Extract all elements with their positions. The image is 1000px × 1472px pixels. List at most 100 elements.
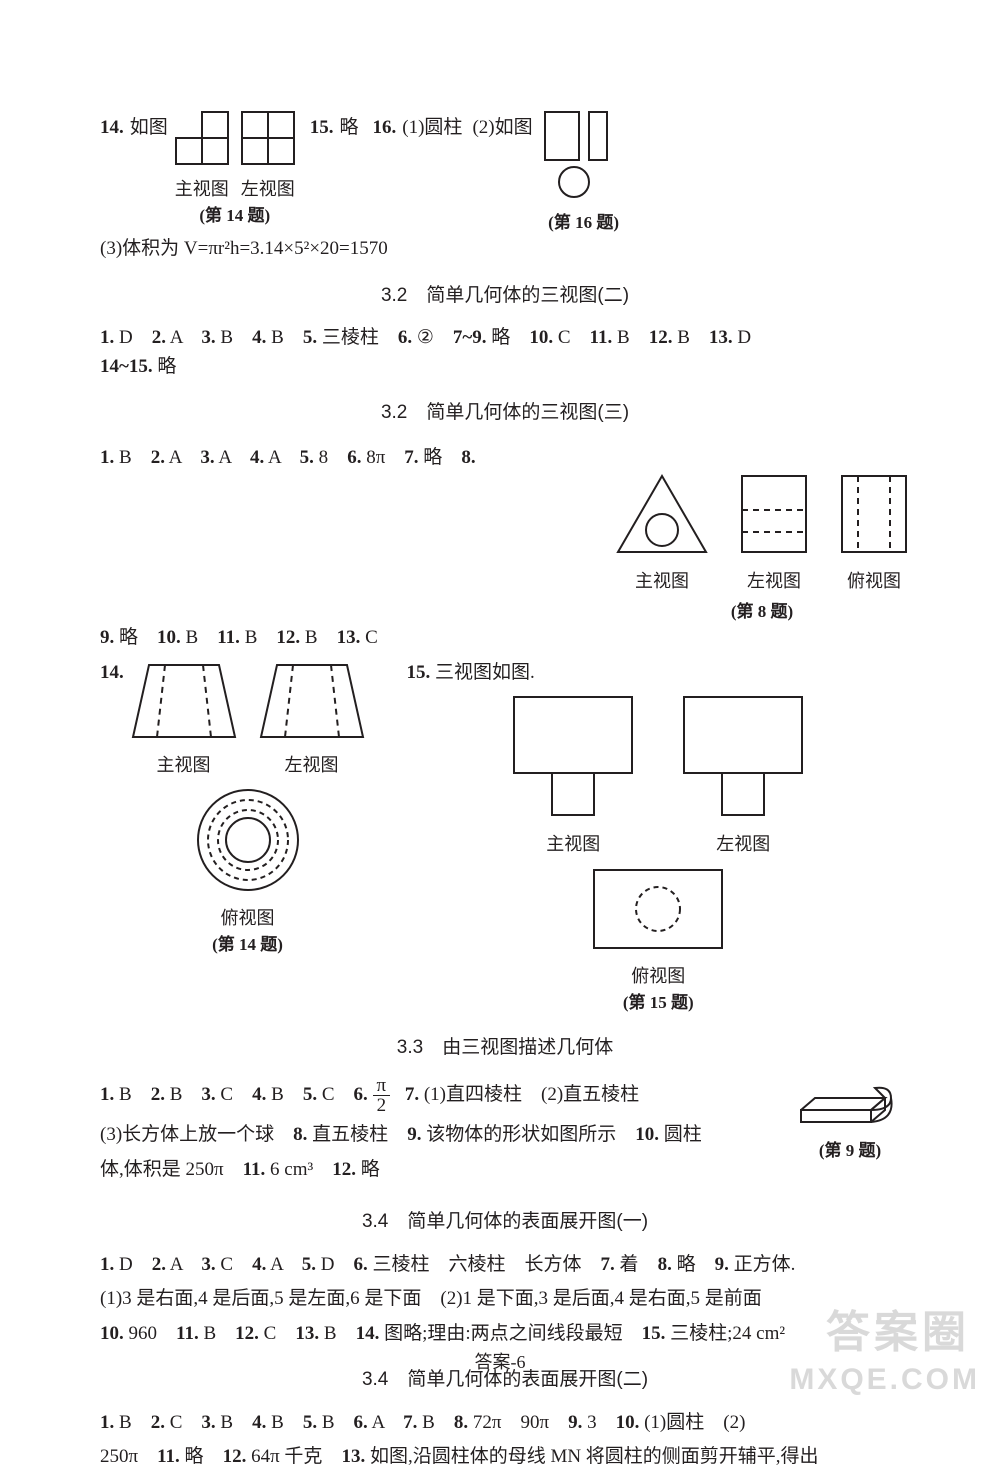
ans-v: D — [737, 327, 751, 348]
ans-n: 13. — [709, 327, 733, 348]
ans-v: A — [169, 447, 182, 468]
ans-v: B — [322, 1412, 335, 1433]
ans-n: 9. — [407, 1124, 421, 1145]
ans-v: 6 cm³ — [270, 1159, 313, 1180]
q14-caption: (第 14 题) — [174, 203, 296, 229]
q16-views-icon — [539, 110, 629, 200]
ans-v: ② — [417, 327, 434, 348]
ans-v: A — [268, 447, 281, 468]
ans-v: 略 — [361, 1159, 380, 1180]
ans-n: 7~9. — [453, 327, 487, 348]
q14-zuo-icon — [240, 110, 296, 166]
row-14-16: 14. 如图 主视图 — [100, 110, 910, 235]
volume-line: (3)体积为 V=πr²h=3.14×5²×20=1570 — [100, 235, 910, 264]
ans-n: 6. — [354, 1254, 368, 1275]
ans-n: 4. — [252, 1412, 266, 1433]
ans-v: C — [558, 327, 571, 348]
ans-n: 5. — [303, 327, 317, 348]
sec32-3-row1: 1. B 2. A 3. A 4. A 5. 8 6. 8π 7. 略 8. — [100, 442, 910, 473]
ans-v: 3 — [587, 1412, 597, 1433]
sec34-1-row: 1. D 2. A 3. C 4. A 5. D 6. 三棱柱 六棱柱 长方体 … — [100, 1251, 910, 1280]
q14b-fu-label: 俯视图 — [129, 905, 367, 932]
q8-caption: (第 8 题) — [614, 599, 910, 625]
ans-v: C — [365, 627, 378, 648]
q8-zhu-icon — [614, 472, 710, 558]
ans-v: A — [371, 1412, 384, 1433]
q8-figure: 主视图 左视图 — [614, 472, 910, 624]
ans-v: B — [170, 1084, 183, 1105]
q8-figure-wrap: 主视图 左视图 — [100, 472, 910, 624]
q9-figure: (第 9 题) — [790, 1076, 910, 1163]
q15-num2: 15. — [407, 662, 431, 683]
ans-n: 9. — [568, 1412, 582, 1433]
ans-v: B — [422, 1412, 435, 1433]
sec34-2-line2: 250π 11. 略 12. 64π 千克 13. 如图,沿圆柱体的母线 MN … — [100, 1443, 910, 1472]
q15-fu-label: 俯视图 — [407, 963, 911, 990]
ans-n: 2. — [151, 1084, 165, 1105]
ans-n: 13. — [341, 1446, 365, 1467]
ans-n: 12. — [235, 1323, 259, 1344]
ans-n: 2. — [152, 1254, 166, 1275]
ans-n: 2. — [151, 1412, 165, 1433]
ans-v: 72π 90π — [473, 1412, 549, 1433]
q14b-fu-icon — [188, 785, 308, 895]
ans-n: 7. — [601, 1254, 615, 1275]
sec33-line2a: (3)长方体上放一个球 — [100, 1124, 293, 1145]
q15-zuo-icon — [678, 691, 808, 821]
ans-v: 如图,沿圆柱体的母线 MN 将圆柱的侧面剪开辅平,得出 — [370, 1446, 819, 1467]
ans-v: 略 — [491, 327, 510, 348]
ans-v: B — [617, 327, 630, 348]
ans-v: 960 — [129, 1323, 158, 1344]
q15-zhu-label: 主视图 — [508, 831, 638, 858]
ans-n: 6. — [347, 447, 361, 468]
ans-n: 12. — [223, 1446, 247, 1467]
q15-fu-icon — [588, 864, 728, 954]
q15-ans: 略 — [334, 110, 373, 143]
ans-v: B — [119, 447, 132, 468]
ans-v: 略 — [185, 1446, 204, 1467]
sec33-block: 1. B 2. B 3. C 4. B 5. C 6. π 2 7. (1)直四… — [100, 1076, 910, 1190]
q14-zuo-label: 左视图 — [240, 176, 296, 203]
sec32-3-row2: 9. 略 10. B 11. B 12. B 13. C — [100, 624, 910, 653]
frac-dn: 2 — [373, 1096, 391, 1115]
ans-n: 1. — [100, 447, 114, 468]
ans-n: 15. — [642, 1323, 666, 1344]
ans-v: B — [186, 627, 199, 648]
ans-v: 正方体. — [734, 1254, 796, 1275]
ans-n: 4. — [252, 1084, 266, 1105]
ans-v: A — [170, 327, 183, 348]
ans-v: 略 — [677, 1254, 696, 1275]
q15-zuo-label: 左视图 — [678, 831, 808, 858]
ans-n: 5. — [300, 447, 314, 468]
ans-n: 8. — [461, 447, 475, 468]
ans-v: B — [220, 1412, 233, 1433]
q9-caption: (第 9 题) — [790, 1138, 910, 1164]
ans-v: 圆柱 — [664, 1124, 702, 1145]
ans-n: 6. — [354, 1412, 368, 1433]
q16-num: 16. — [373, 110, 397, 143]
q8-fu-icon — [838, 472, 910, 558]
ans-n: 9. — [100, 627, 114, 648]
ans-v: D — [119, 1254, 133, 1275]
q14b-zhu-label: 主视图 — [129, 752, 239, 779]
ans-n: 10. — [157, 627, 181, 648]
q16-2: (2)如图 — [472, 110, 538, 143]
ans-v: D — [119, 327, 133, 348]
section-3-2-3-title: 3.2 简单几何体的三视图(三) — [100, 399, 910, 428]
ans-n: 1. — [100, 327, 114, 348]
ans-v: D — [321, 1254, 335, 1275]
ans-n: 11. — [176, 1323, 199, 1344]
ans-n: 11. — [243, 1159, 266, 1180]
q9-shape-icon — [795, 1076, 905, 1128]
ans-n: 10. — [100, 1323, 124, 1344]
ans-n: 10. — [616, 1412, 640, 1433]
ans-n: 13. — [295, 1323, 319, 1344]
q15-num: 15. — [310, 110, 334, 143]
frac-pi-2: π 2 — [373, 1076, 391, 1115]
ans-v: B — [271, 327, 284, 348]
ans-n: 14. — [356, 1323, 380, 1344]
q14-figure: 主视图 左视图 (第 14 题) — [174, 110, 296, 228]
ans-n: 6. — [354, 1084, 368, 1105]
ans-n: 3. — [201, 1084, 215, 1105]
frac-up: π — [373, 1076, 391, 1096]
